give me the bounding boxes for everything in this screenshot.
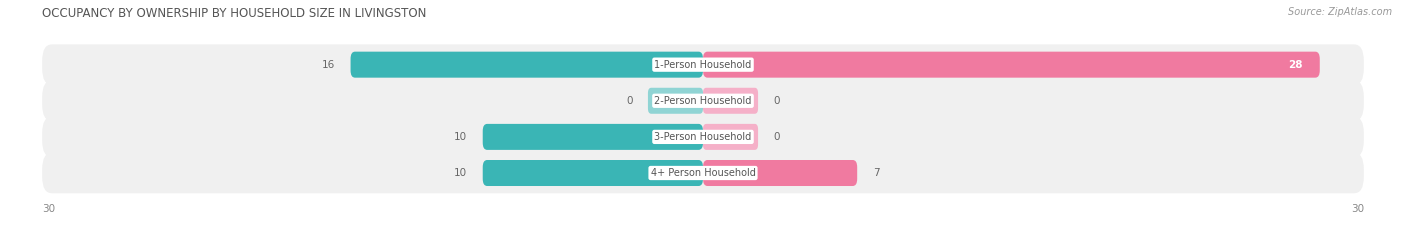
Text: 0: 0 <box>626 96 633 106</box>
Text: 10: 10 <box>454 132 467 142</box>
Text: 30: 30 <box>1351 204 1364 214</box>
Text: 2-Person Household: 2-Person Household <box>654 96 752 106</box>
Text: OCCUPANCY BY OWNERSHIP BY HOUSEHOLD SIZE IN LIVINGSTON: OCCUPANCY BY OWNERSHIP BY HOUSEHOLD SIZE… <box>42 7 426 20</box>
FancyBboxPatch shape <box>703 52 1320 78</box>
Text: 1-Person Household: 1-Person Household <box>654 60 752 70</box>
Text: 10: 10 <box>454 168 467 178</box>
FancyBboxPatch shape <box>42 44 1364 85</box>
FancyBboxPatch shape <box>42 153 1364 193</box>
FancyBboxPatch shape <box>703 88 758 114</box>
Text: 30: 30 <box>42 204 55 214</box>
FancyBboxPatch shape <box>42 80 1364 121</box>
FancyBboxPatch shape <box>42 116 1364 157</box>
Text: 0: 0 <box>773 132 780 142</box>
Text: 0: 0 <box>773 96 780 106</box>
Text: 4+ Person Household: 4+ Person Household <box>651 168 755 178</box>
Text: Source: ZipAtlas.com: Source: ZipAtlas.com <box>1288 7 1392 17</box>
Text: 7: 7 <box>873 168 879 178</box>
Text: 16: 16 <box>322 60 335 70</box>
FancyBboxPatch shape <box>703 160 858 186</box>
FancyBboxPatch shape <box>703 124 758 150</box>
Text: 3-Person Household: 3-Person Household <box>654 132 752 142</box>
FancyBboxPatch shape <box>648 88 703 114</box>
FancyBboxPatch shape <box>482 124 703 150</box>
FancyBboxPatch shape <box>482 160 703 186</box>
FancyBboxPatch shape <box>350 52 703 78</box>
Text: 28: 28 <box>1288 60 1302 70</box>
